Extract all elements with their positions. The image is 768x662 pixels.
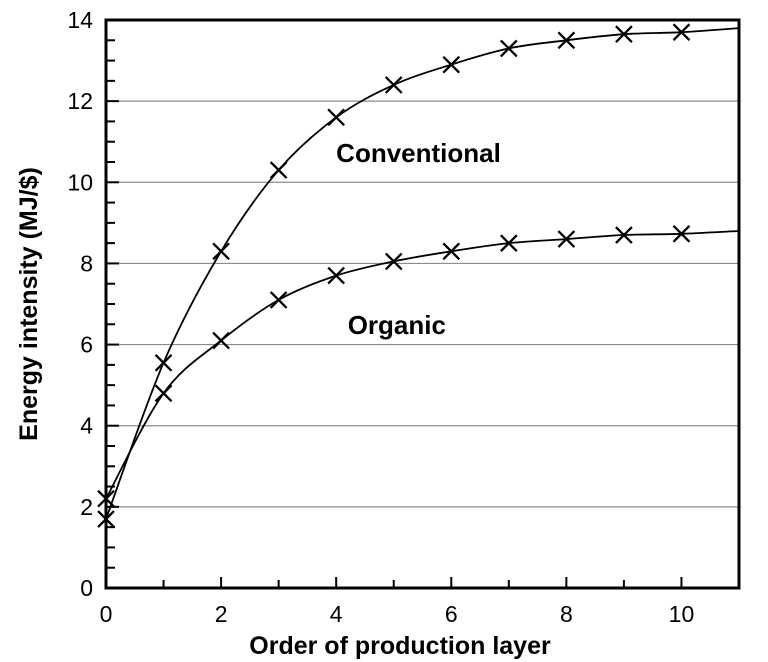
x-tick-label: 8 [560,601,573,627]
x-tick-label: 4 [330,601,343,627]
x-tick-label: 10 [669,601,695,627]
data-marker-organic [442,242,461,261]
data-marker-organic [154,384,173,403]
y-tick-label: 14 [67,7,93,33]
data-marker-conventional [154,354,173,372]
data-marker-organic [384,252,403,271]
y-tick-label: 2 [80,494,93,520]
data-marker-conventional [327,108,345,127]
y-tick-label: 6 [80,332,93,358]
y-tick-label: 4 [80,413,93,439]
data-marker-conventional [384,76,403,94]
y-tick-label: 8 [80,250,93,276]
data-marker-organic [557,230,576,248]
data-marker-conventional [442,55,461,74]
data-marker-organic [500,234,518,252]
data-marker-conventional [269,161,288,179]
data-marker-conventional [672,23,691,41]
data-marker-organic [327,266,345,285]
data-marker-organic [269,291,288,309]
data-marker-organic [212,331,230,350]
y-axis-title: Energy intensity (MJ/$) [15,167,43,441]
data-marker-organic [615,226,633,244]
data-marker-conventional [615,25,633,44]
x-tick-label: 6 [445,601,458,627]
data-marker-organic [672,224,691,243]
data-marker-conventional [500,39,518,58]
data-marker-conventional [557,31,576,50]
x-tick-label: 2 [215,601,228,627]
series-line-organic [105,230,740,500]
y-tick-label: 10 [67,169,93,195]
data-marker-conventional [212,242,230,261]
y-tick-label: 0 [80,575,93,601]
plot-frame [104,18,741,590]
series-label-conventional: Conventional [336,138,501,168]
series-label-organic: Organic [348,310,446,340]
x-tick-label: 0 [100,601,113,627]
y-tick-label: 12 [67,88,93,114]
x-axis-title: Order of production layer [249,632,551,660]
